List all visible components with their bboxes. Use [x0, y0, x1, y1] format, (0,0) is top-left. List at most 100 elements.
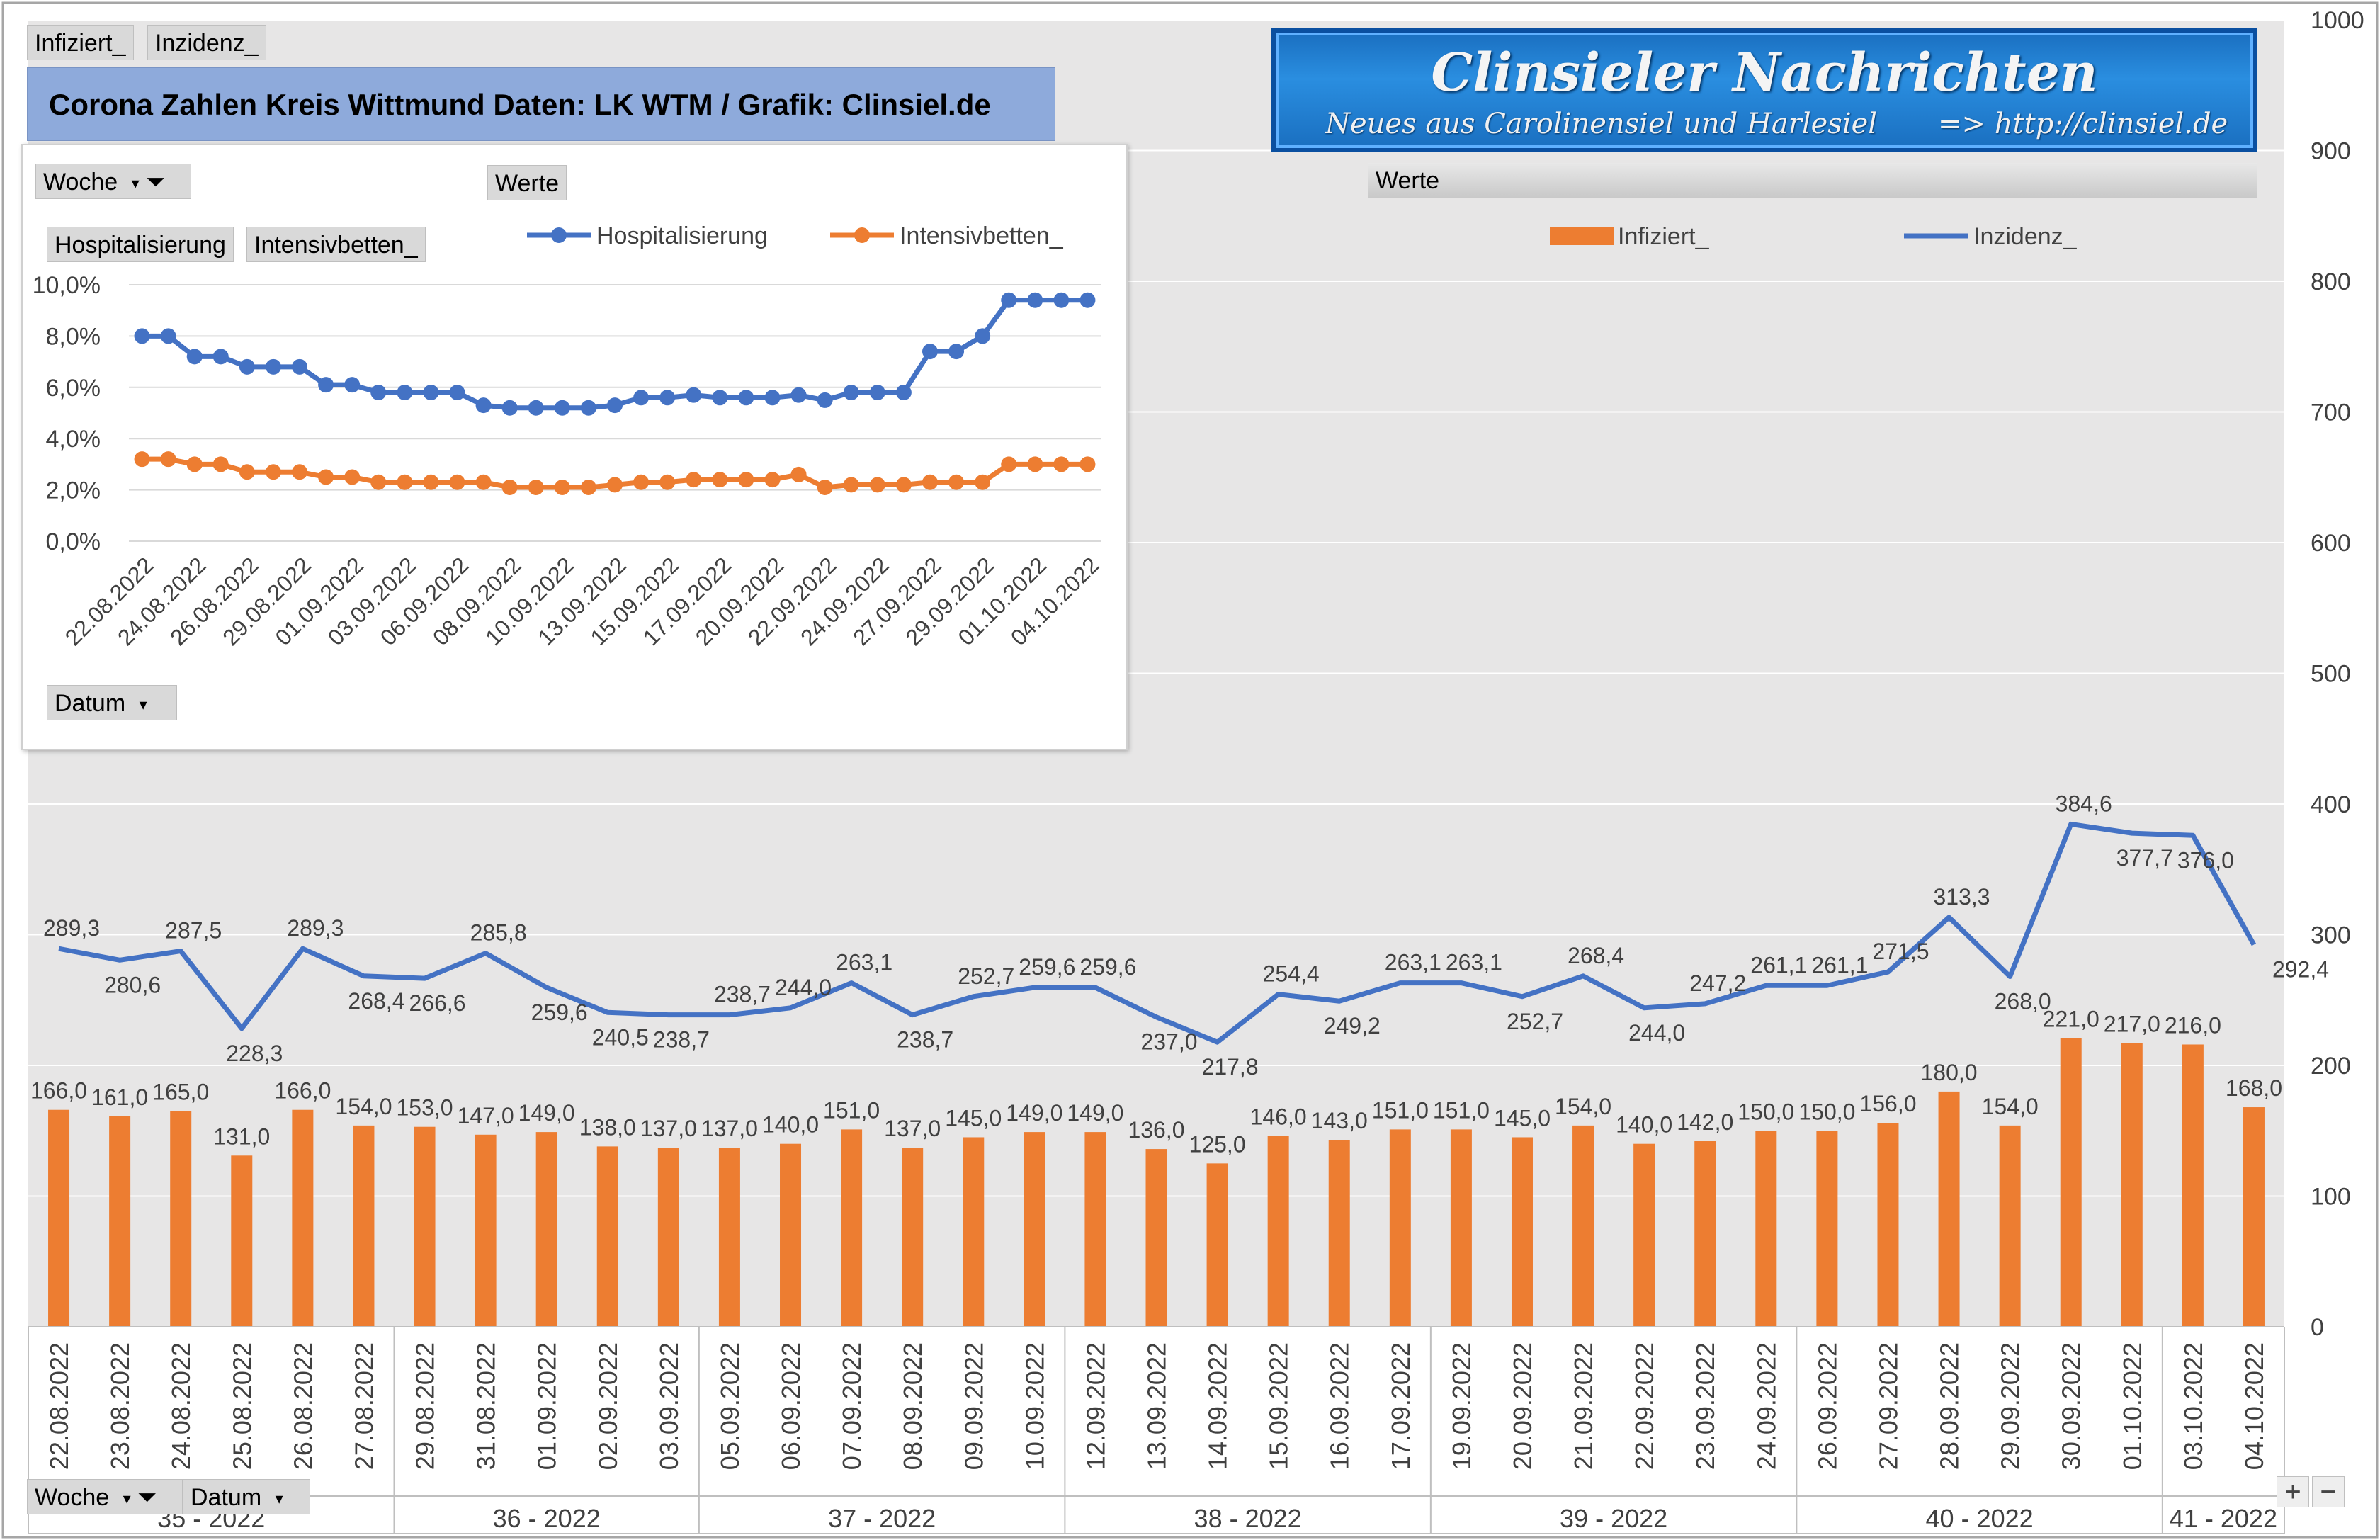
inset-point-hospitalisierung — [318, 377, 334, 393]
week-group-label: 38 - 2022 — [1194, 1504, 1302, 1533]
inset-point-hospitalisierung — [292, 358, 308, 375]
bar-infiziert — [292, 1109, 314, 1327]
week-group-label: 39 - 2022 — [1560, 1504, 1667, 1533]
bar-infiziert — [657, 1148, 679, 1327]
inset-point-intensivbetten — [764, 472, 781, 488]
inset-field-intensivbetten[interactable]: Intensivbetten_ — [246, 227, 426, 262]
x-tick-label: 23.08.2022 — [106, 1342, 135, 1470]
inset-point-hospitalisierung — [633, 390, 650, 406]
bar-infiziert — [1389, 1129, 1411, 1327]
x-tick-label: 03.09.2022 — [654, 1342, 684, 1470]
inset-point-intensivbetten — [869, 477, 885, 493]
bar-data-label: 154,0 — [335, 1094, 392, 1119]
x-tick-label: 12.09.2022 — [1081, 1342, 1110, 1470]
bar-infiziert — [718, 1148, 740, 1327]
inset-point-intensivbetten — [738, 472, 754, 488]
inset-point-intensivbetten — [397, 474, 413, 490]
week-group-label: 40 - 2022 — [1926, 1504, 2034, 1533]
line-data-label: 252,7 — [958, 963, 1014, 989]
field-button-inzidenz[interactable]: Inzidenz_ — [147, 25, 266, 60]
y-tick-label: 1000 — [2311, 7, 2364, 34]
x-tick-label: 04.10.2022 — [2240, 1342, 2269, 1470]
inset-point-intensivbetten — [580, 479, 596, 495]
inset-point-hospitalisierung — [975, 328, 991, 344]
inset-point-intensivbetten — [186, 456, 203, 472]
line-data-label: 280,6 — [104, 972, 161, 997]
bar-data-label: 156,0 — [1859, 1091, 1916, 1116]
line-data-label: 217,8 — [1202, 1054, 1259, 1080]
inset-point-intensivbetten — [292, 464, 308, 480]
bar-infiziert — [1816, 1131, 1838, 1327]
y-tick-label: 400 — [2311, 791, 2351, 818]
week-filter-button[interactable]: Woche ▾ ⏷ — [27, 1479, 183, 1514]
logo-url: => http://clinsiel.de — [1938, 108, 2228, 140]
x-tick-label: 26.08.2022 — [288, 1342, 317, 1470]
bar-infiziert — [1328, 1140, 1350, 1327]
inset-point-hospitalisierung — [344, 377, 361, 393]
bar-data-label: 136,0 — [1128, 1117, 1184, 1143]
line-data-label: 261,1 — [1750, 952, 1807, 978]
inset-point-intensivbetten — [659, 474, 676, 490]
inset-point-hospitalisierung — [160, 328, 176, 344]
dropdown-arrow-icon: ▾ — [123, 1490, 131, 1508]
inset-point-hospitalisierung — [948, 344, 965, 360]
bar-infiziert — [2182, 1044, 2204, 1327]
week-filter-label: Woche — [35, 1484, 110, 1511]
inset-field-hospitalisierung[interactable]: Hospitalisierung — [47, 227, 234, 262]
x-tick-label: 01.09.2022 — [533, 1342, 562, 1470]
line-data-label: 271,5 — [1872, 939, 1929, 964]
inset-point-hospitalisierung — [134, 328, 150, 344]
inset-values-label: Werte — [487, 165, 567, 200]
bar-data-label: 149,0 — [1067, 1100, 1123, 1126]
inset-point-hospitalisierung — [922, 344, 938, 360]
date-field-button[interactable]: Datum ▾ — [183, 1479, 310, 1514]
inset-point-intensivbetten — [1027, 456, 1043, 472]
y-tick-label: 800 — [2311, 268, 2351, 295]
collapse-minus-button[interactable]: − — [2312, 1476, 2345, 1507]
line-data-label: 266,6 — [409, 990, 465, 1016]
bar-data-label: 216,0 — [2165, 1012, 2221, 1038]
line-data-label: 263,1 — [1385, 950, 1441, 975]
x-tick-label: 31.08.2022 — [472, 1342, 501, 1470]
bar-infiziert — [170, 1111, 192, 1327]
line-data-label: 268,4 — [1568, 943, 1624, 968]
inset-week-label: Woche — [43, 169, 118, 196]
x-tick-label: 25.08.2022 — [227, 1342, 256, 1470]
bar-infiziert — [780, 1143, 802, 1327]
inset-point-hospitalisierung — [790, 387, 807, 403]
inset-date-field-button[interactable]: Datum ▾ — [47, 685, 177, 720]
line-data-label: 244,0 — [1628, 1020, 1685, 1046]
inset-point-intensivbetten — [843, 477, 859, 493]
inset-y-tick-label: 10,0% — [33, 272, 101, 299]
inset-point-hospitalisierung — [712, 390, 728, 406]
bar-data-label: 165,0 — [152, 1080, 209, 1105]
inset-point-intensivbetten — [1001, 456, 1017, 472]
inset-point-hospitalisierung — [554, 400, 570, 416]
line-inzidenz — [58, 821, 2257, 1045]
line-data-label: 238,7 — [714, 982, 771, 1007]
inset-point-intensivbetten — [1053, 456, 1070, 472]
week-group-label: 37 - 2022 — [828, 1504, 936, 1533]
dropdown-arrow-icon: ▾ — [275, 1490, 283, 1508]
bar-infiziert — [48, 1109, 70, 1327]
filter-icon: ⏷ — [146, 169, 166, 196]
bar-data-label: 154,0 — [1982, 1094, 2039, 1119]
y-tick-label: 200 — [2311, 1053, 2351, 1080]
bar-data-label: 142,0 — [1677, 1109, 1733, 1135]
bar-data-label: 161,0 — [91, 1085, 148, 1110]
bar-infiziert — [231, 1155, 253, 1327]
bar-data-label: 140,0 — [1616, 1112, 1672, 1138]
inset-week-filter-button[interactable]: Woche ▾ ⏷ — [35, 164, 191, 199]
x-tick-label: 23.09.2022 — [1691, 1342, 1720, 1470]
inset-point-hospitalisierung — [764, 390, 781, 406]
expand-plus-button[interactable]: + — [2277, 1476, 2309, 1507]
field-button-infiziert[interactable]: Infiziert_ — [27, 25, 134, 60]
bar-data-label: 147,0 — [458, 1103, 514, 1128]
line-data-label: 259,6 — [1080, 954, 1136, 980]
inset-point-intensivbetten — [790, 466, 807, 482]
date-field-label: Datum — [191, 1484, 262, 1511]
page-title: Corona Zahlen Kreis Wittmund Daten: LK W… — [27, 67, 1055, 141]
inset-point-hospitalisierung — [1001, 292, 1017, 308]
inset-point-intensivbetten — [370, 474, 387, 490]
